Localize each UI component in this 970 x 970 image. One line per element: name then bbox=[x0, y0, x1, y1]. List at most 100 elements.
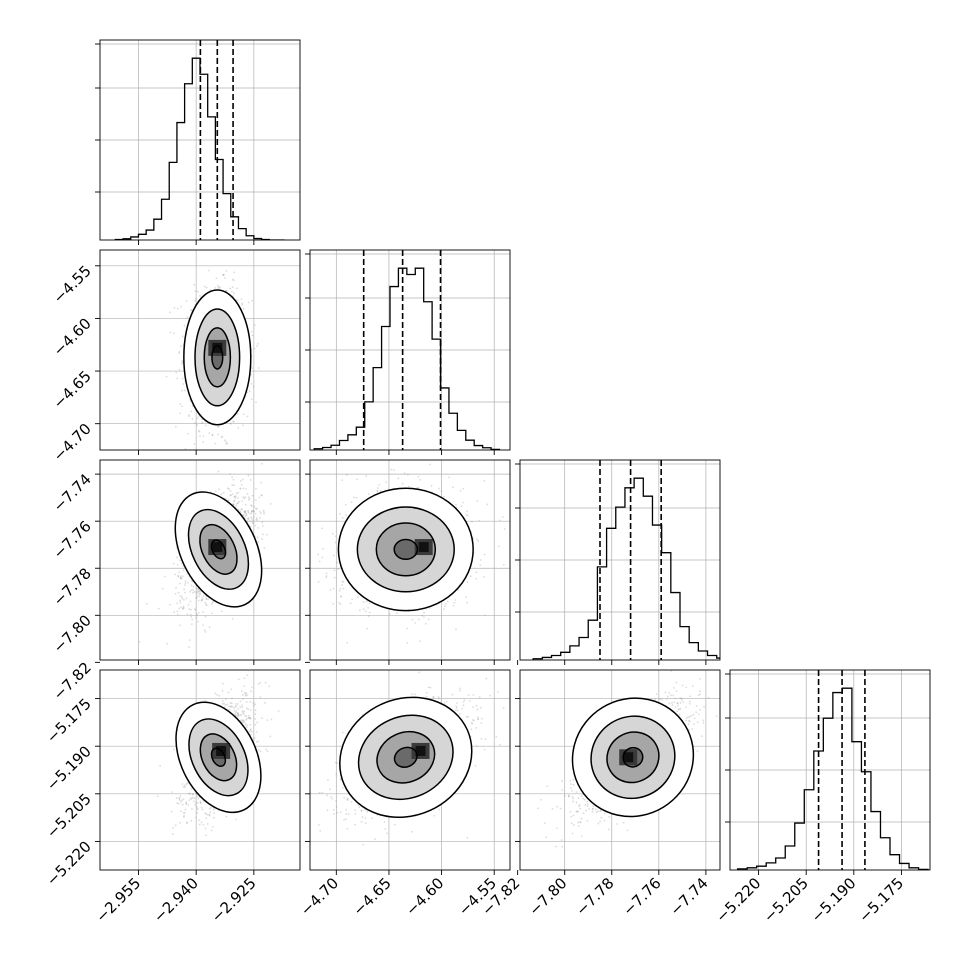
scatter-point bbox=[202, 624, 204, 627]
scatter-point bbox=[501, 516, 504, 519]
scatter-point bbox=[245, 726, 248, 728]
scatter-point bbox=[237, 712, 239, 715]
scatter-point bbox=[198, 590, 200, 593]
scatter-point bbox=[242, 307, 245, 310]
scatter-point bbox=[170, 810, 173, 813]
scatter-point bbox=[208, 813, 211, 816]
scatter-point bbox=[235, 711, 237, 714]
scatter-point bbox=[186, 822, 188, 825]
scatter-point bbox=[251, 510, 253, 513]
scatter-point bbox=[246, 520, 249, 522]
scatter-point bbox=[181, 335, 184, 338]
scatter-point bbox=[196, 417, 199, 420]
scatter-point bbox=[198, 430, 201, 433]
scatter-point bbox=[246, 674, 249, 677]
scatter-point bbox=[233, 712, 236, 715]
scatter-point bbox=[483, 553, 486, 556]
y-tick-label: −5.190 bbox=[43, 742, 95, 794]
scatter-point bbox=[249, 717, 252, 720]
scatter-point bbox=[179, 795, 182, 798]
scatter-point bbox=[214, 490, 217, 493]
scatter-point bbox=[263, 512, 266, 515]
scatter-point bbox=[192, 591, 194, 594]
scatter-point bbox=[190, 615, 193, 618]
scatter-point bbox=[242, 721, 245, 724]
scatter-point bbox=[201, 421, 204, 424]
scatter-point bbox=[222, 274, 225, 277]
scatter-point bbox=[249, 512, 252, 515]
scatter-point bbox=[175, 556, 178, 559]
scatter-point bbox=[245, 715, 248, 717]
scatter-point bbox=[241, 704, 244, 707]
scatter-point bbox=[176, 613, 179, 616]
scatter-point bbox=[240, 298, 243, 300]
scatter-point bbox=[227, 691, 230, 694]
scatter-point bbox=[183, 815, 186, 817]
scatter-point bbox=[222, 273, 225, 276]
scatter-point bbox=[257, 367, 260, 369]
scatter-point bbox=[199, 592, 201, 595]
scatter-point bbox=[185, 451, 187, 453]
scatter-point bbox=[186, 316, 189, 319]
scatter-point bbox=[244, 503, 247, 506]
scatter-point bbox=[177, 575, 180, 578]
x-tick-label: −5.205 bbox=[760, 874, 812, 926]
scatter-point bbox=[231, 617, 234, 620]
scatter-point bbox=[182, 816, 185, 818]
scatter-point bbox=[417, 475, 420, 478]
scatter-point bbox=[204, 631, 207, 633]
scatter-point bbox=[246, 415, 249, 418]
scatter-point bbox=[247, 518, 250, 521]
scatter-point bbox=[200, 598, 203, 601]
scatter-point bbox=[196, 812, 199, 815]
scatter-point bbox=[429, 463, 432, 466]
scatter-point bbox=[170, 791, 173, 793]
scatter-point bbox=[178, 797, 181, 800]
histogram-bin bbox=[474, 446, 482, 450]
scatter-point bbox=[239, 488, 242, 490]
scatter-point bbox=[341, 479, 344, 482]
scatter-point bbox=[195, 816, 198, 819]
scatter-point bbox=[191, 808, 193, 810]
scatter-point bbox=[246, 391, 249, 394]
x-tick-label: −5.190 bbox=[808, 874, 860, 926]
histogram-step bbox=[532, 477, 720, 660]
scatter-point bbox=[180, 595, 183, 598]
scatter-point bbox=[210, 602, 213, 605]
scatter-point bbox=[193, 797, 196, 799]
scatter-point bbox=[179, 345, 182, 348]
contour-line bbox=[188, 718, 249, 797]
scatter-point bbox=[208, 626, 211, 629]
scatter-point bbox=[223, 706, 226, 708]
scatter-point bbox=[231, 697, 233, 700]
scatter-point bbox=[191, 618, 194, 621]
scatter-point bbox=[245, 692, 248, 695]
scatter-point bbox=[197, 797, 200, 800]
scatter-point bbox=[258, 496, 261, 499]
histogram-bin bbox=[192, 58, 200, 240]
scatter-point bbox=[244, 509, 247, 512]
scatter-point bbox=[212, 816, 215, 819]
scatter-point bbox=[254, 512, 257, 515]
histogram-bin bbox=[185, 84, 193, 240]
scatter-point bbox=[183, 324, 186, 327]
scatter-point bbox=[423, 611, 425, 614]
scatter-point bbox=[257, 526, 259, 529]
scatter-point bbox=[245, 514, 248, 517]
scatter-point bbox=[209, 806, 212, 809]
scatter-point bbox=[176, 563, 179, 566]
scatter-point bbox=[457, 589, 460, 591]
scatter-point bbox=[188, 793, 191, 795]
scatter-point bbox=[257, 540, 260, 543]
scatter-point bbox=[191, 418, 194, 420]
scatter-point bbox=[260, 481, 263, 484]
scatter-point bbox=[182, 575, 184, 578]
scatter-point bbox=[241, 694, 244, 696]
scatter-point bbox=[222, 273, 225, 276]
scatter-point bbox=[168, 311, 171, 314]
histogram-bin bbox=[466, 440, 474, 450]
scatter-point bbox=[211, 825, 214, 828]
scatter-point bbox=[244, 511, 247, 513]
scatter-point bbox=[178, 352, 180, 355]
scatter-point bbox=[321, 556, 324, 559]
